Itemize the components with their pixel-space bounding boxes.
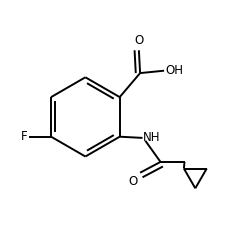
Text: F: F <box>21 130 27 143</box>
Text: NH: NH <box>143 131 160 144</box>
Text: O: O <box>134 34 143 47</box>
Text: O: O <box>128 175 137 188</box>
Text: OH: OH <box>164 64 182 77</box>
